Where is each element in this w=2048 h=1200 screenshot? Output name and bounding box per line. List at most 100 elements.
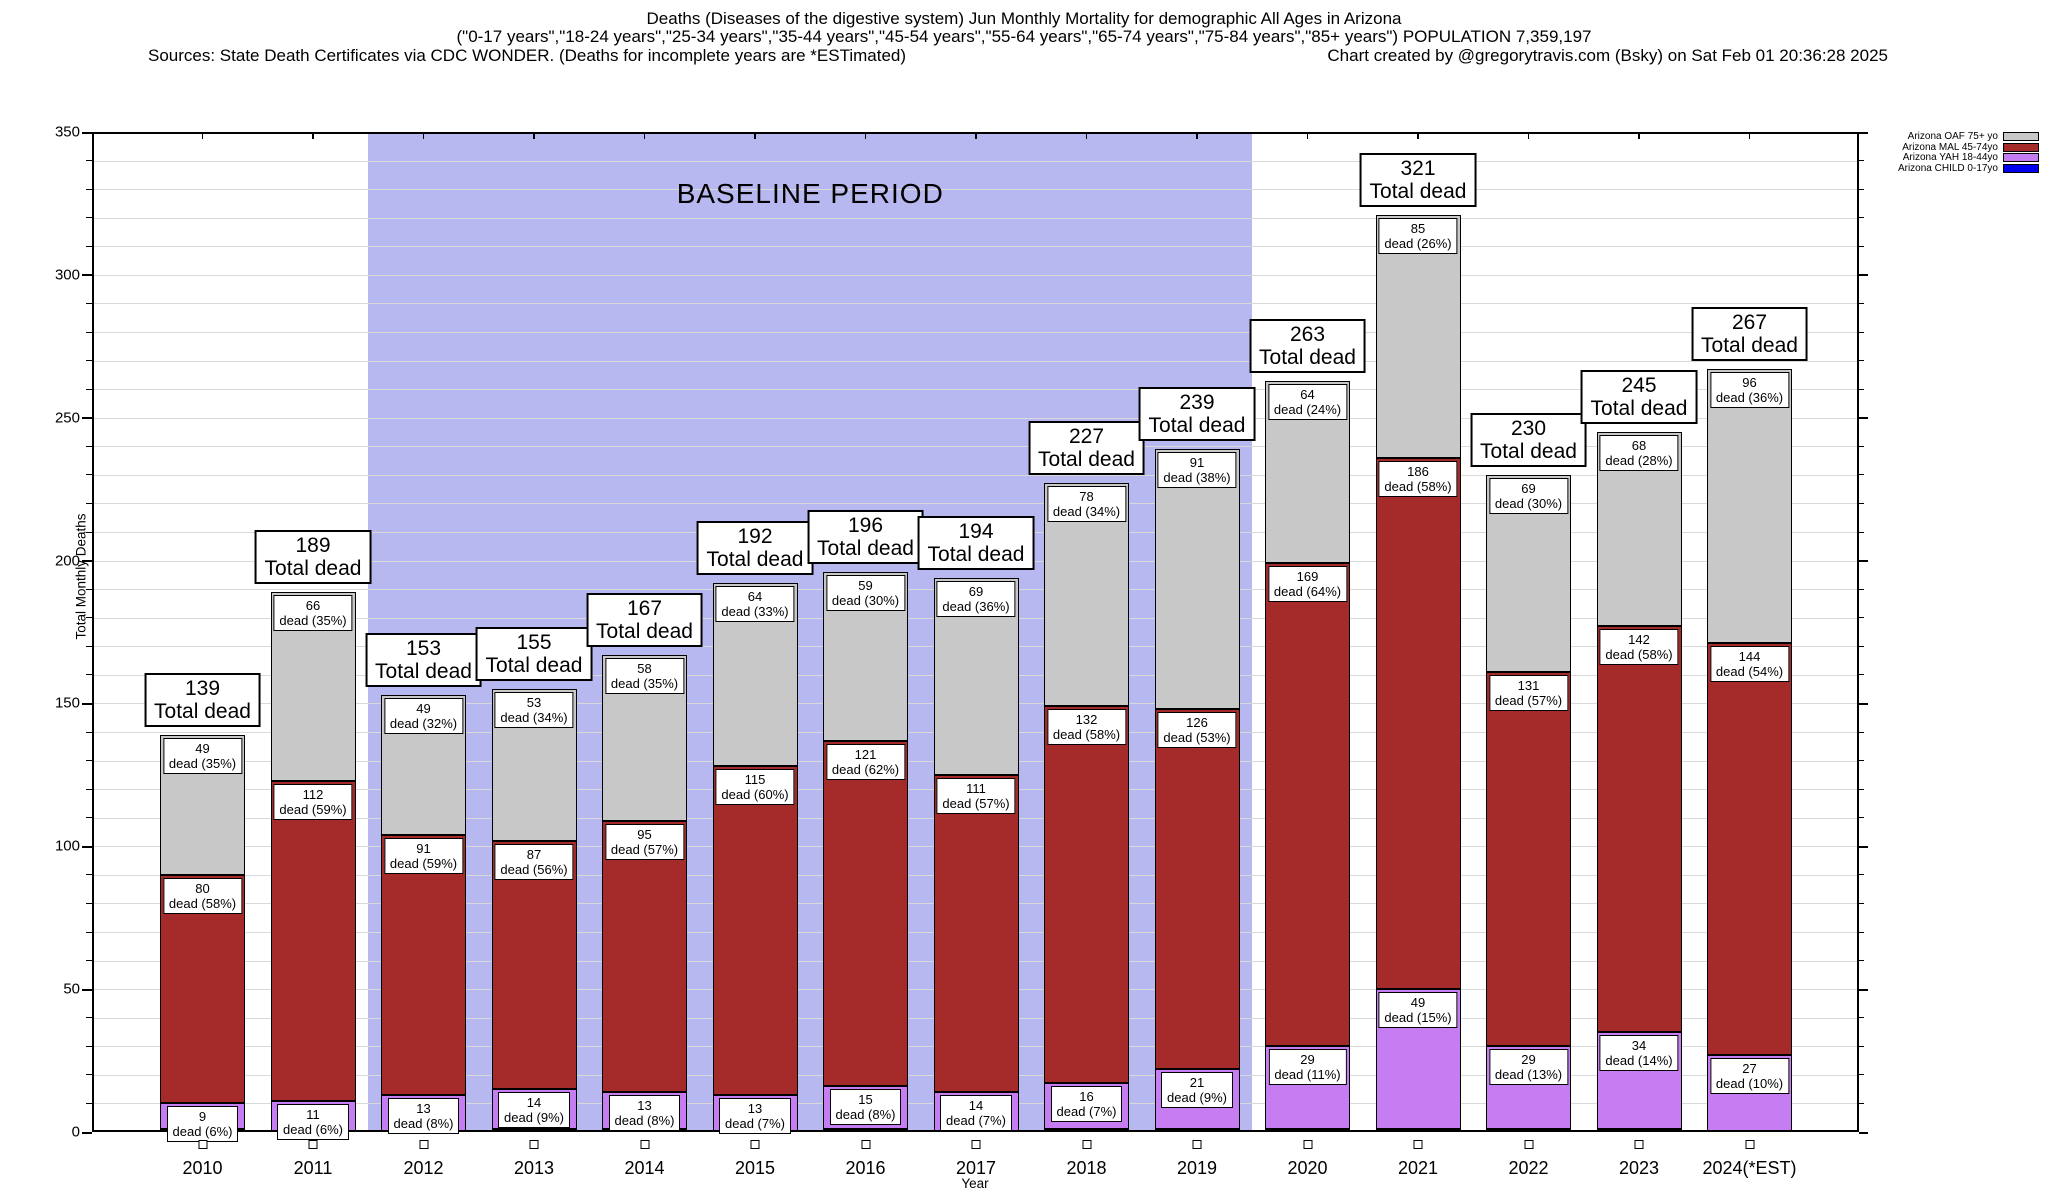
- y-tick-right: [1859, 874, 1864, 876]
- y-tick-right: [1859, 702, 1868, 705]
- x-axis-title: Year: [961, 1176, 989, 1191]
- y-tick-right: [1859, 331, 1864, 333]
- segment-label: 64 dead (24%): [1267, 383, 1348, 420]
- segment-label: 96 dead (36%): [1709, 372, 1790, 409]
- y-tick-label: 100: [54, 837, 80, 855]
- axis-marker-square: [1634, 1140, 1644, 1149]
- x-tick-label: 2019: [1176, 1158, 1218, 1178]
- x-tick-top: [1085, 132, 1088, 139]
- segment-child-2022: [1486, 1129, 1571, 1132]
- legend-row: Arizona CHILD 0-17yo: [1846, 163, 2039, 174]
- axis-marker-square: [971, 1140, 981, 1149]
- total-dead-label: 167 Total dead: [586, 592, 703, 647]
- segment-label: 66 dead (35%): [273, 595, 353, 631]
- y-tick-right: [1859, 1017, 1864, 1019]
- title-block: Deaths (Diseases of the digestive system…: [0, 10, 2048, 46]
- legend-label: Arizona OAF 75+ yo: [1907, 131, 1998, 142]
- legend-row: Arizona OAF 75+ yo: [1846, 131, 2039, 142]
- y-tick-left: [82, 845, 92, 848]
- y-tick-left: [86, 874, 92, 876]
- segment-label: 59 dead (30%): [825, 575, 906, 611]
- gridline: [92, 417, 1859, 419]
- total-dead-label: 155 Total dead: [475, 627, 593, 682]
- y-tick-right: [1859, 845, 1868, 848]
- segment-label: 115 dead (60%): [715, 769, 795, 806]
- y-tick-right: [1859, 588, 1864, 590]
- y-tick-left: [86, 1102, 92, 1104]
- y-tick-right: [1859, 417, 1868, 420]
- chart-title-line1: Deaths (Diseases of the digestive system…: [646, 9, 1402, 28]
- total-dead-label: 139 Total dead: [144, 672, 261, 727]
- axis-marker-square: [1413, 1140, 1423, 1149]
- gridline: [92, 389, 1859, 391]
- axis-marker-square: [750, 1140, 760, 1149]
- y-tick-left: [82, 560, 92, 563]
- segment-label: 14 dead (7%): [940, 1095, 1012, 1131]
- segment-label: 34 dead (14%): [1599, 1035, 1679, 1071]
- segment-child-2013: [491, 1129, 577, 1132]
- y-tick-right: [1859, 617, 1864, 619]
- axis-marker-square: [419, 1140, 428, 1149]
- axis-marker-square: [308, 1140, 318, 1149]
- baseline-period-label: BASELINE PERIOD: [676, 178, 944, 209]
- segment-mal-2017: [933, 774, 1019, 1092]
- x-tick-label: 2010: [182, 1158, 223, 1178]
- x-tick-label: 2012: [403, 1158, 444, 1178]
- y-tick-right: [1859, 731, 1864, 733]
- y-tick-right: [1859, 645, 1864, 647]
- x-tick-top: [1417, 132, 1419, 139]
- segment-label: 29 dead (13%): [1488, 1049, 1569, 1086]
- y-tick-left: [86, 645, 92, 647]
- segment-child-2021: [1375, 1129, 1461, 1132]
- x-tick-label: 2020: [1287, 1158, 1328, 1178]
- segment-child-2016: [823, 1129, 908, 1132]
- total-dead-label: 263 Total dead: [1249, 318, 1366, 373]
- segment-label: 132 dead (58%): [1046, 709, 1127, 746]
- y-tick-left: [86, 245, 92, 247]
- y-tick-left: [82, 131, 92, 134]
- segment-mal-2014: [602, 820, 687, 1092]
- y-tick-label: 0: [71, 1123, 80, 1141]
- segment-label: 131 dead (57%): [1488, 675, 1569, 711]
- y-tick-left: [86, 817, 92, 819]
- x-tick-top: [1527, 132, 1530, 139]
- segment-label: 16 dead (7%): [1050, 1086, 1123, 1123]
- y-tick-right: [1859, 245, 1864, 247]
- y-tick-left: [86, 788, 92, 790]
- segment-mal-2018: [1044, 706, 1129, 1084]
- segment-label: 13 dead (8%): [387, 1097, 460, 1134]
- y-tick-left: [86, 360, 92, 362]
- segment-label: 87 dead (56%): [494, 843, 574, 880]
- y-tick-left: [86, 731, 92, 733]
- gridline: [92, 332, 1859, 333]
- segment-child-2020: [1265, 1129, 1350, 1132]
- x-tick-top: [533, 132, 535, 139]
- y-tick-left: [86, 502, 92, 504]
- segment-oaf-2019: [1154, 449, 1240, 710]
- gridline: [92, 503, 1859, 505]
- x-tick-label: 2018: [1066, 1158, 1107, 1178]
- y-tick-left: [86, 760, 92, 762]
- y-tick-right: [1859, 474, 1864, 476]
- y-tick-left: [86, 217, 92, 219]
- y-tick-right: [1859, 302, 1864, 304]
- x-tick-label: 2015: [734, 1158, 776, 1178]
- y-tick-right: [1859, 560, 1868, 563]
- x-tick-label: 2016: [845, 1158, 886, 1178]
- y-tick-right: [1859, 931, 1864, 933]
- segment-label: 144 dead (54%): [1709, 646, 1790, 683]
- y-tick-left: [86, 388, 92, 390]
- segment-label: 14 dead (9%): [498, 1092, 570, 1129]
- y-tick-right: [1859, 988, 1868, 991]
- segment-label: 49 dead (32%): [383, 697, 464, 734]
- y-tick-label: 250: [54, 409, 80, 427]
- legend-label: Arizona MAL 45-74yo: [1902, 141, 1998, 153]
- y-tick-left: [86, 902, 92, 904]
- segment-label: 15 dead (8%): [829, 1089, 902, 1126]
- x-tick-top: [1196, 132, 1198, 139]
- segment-oaf-2021: [1375, 214, 1461, 458]
- y-tick-label: 350: [54, 123, 80, 141]
- legend-label: Arizona YAH 18-44yo: [1902, 152, 1998, 163]
- x-tick-top: [754, 132, 756, 139]
